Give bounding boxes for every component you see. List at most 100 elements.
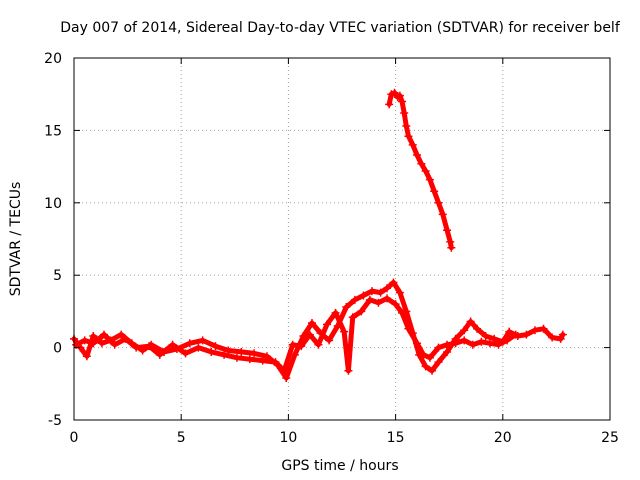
data-point <box>385 100 394 109</box>
y-tick-label: 10 <box>44 196 62 212</box>
data-point <box>417 159 426 168</box>
data-point <box>245 355 254 364</box>
data-point <box>530 326 539 335</box>
data-point <box>97 339 106 348</box>
data-point <box>494 340 503 349</box>
data-point <box>305 330 314 339</box>
data-point <box>344 366 353 375</box>
data-point <box>348 313 357 322</box>
data-series <box>70 88 567 383</box>
data-point <box>383 284 392 293</box>
data-point <box>258 356 267 365</box>
y-tick-label: -5 <box>48 413 62 429</box>
data-point <box>376 288 385 297</box>
y-tick-label: 0 <box>53 341 62 357</box>
data-point <box>419 350 428 359</box>
data-point <box>466 317 475 326</box>
data-point <box>446 237 455 246</box>
x-tick-label: 10 <box>279 430 297 446</box>
data-point <box>207 347 216 356</box>
data-point <box>82 352 91 361</box>
data-point <box>181 349 190 358</box>
data-point <box>322 320 331 329</box>
data-point <box>132 343 141 352</box>
data-point <box>460 336 469 345</box>
data-point <box>556 334 565 343</box>
data-point <box>297 342 306 351</box>
data-point <box>350 295 359 304</box>
data-point <box>421 166 430 175</box>
data-point <box>522 330 531 339</box>
data-point <box>145 342 154 351</box>
data-point <box>331 308 340 317</box>
data-point <box>389 278 398 287</box>
data-point <box>430 187 439 196</box>
data-point <box>434 358 443 367</box>
data-point <box>271 358 280 367</box>
data-point <box>211 342 220 351</box>
data-point <box>357 307 366 316</box>
data-point <box>232 353 241 362</box>
x-axis-label: GPS time / hours <box>281 458 398 474</box>
data-point <box>425 175 434 184</box>
data-point <box>89 339 98 348</box>
data-point <box>443 226 452 235</box>
data-point <box>402 122 411 131</box>
data-point <box>404 132 413 141</box>
data-point <box>288 340 297 349</box>
data-point <box>368 287 377 296</box>
data-point <box>390 88 399 97</box>
data-point <box>391 300 400 309</box>
data-point <box>100 330 109 339</box>
data-point <box>398 97 407 106</box>
data-point <box>155 350 164 359</box>
data-point <box>481 332 490 341</box>
data-point <box>250 349 259 358</box>
data-point <box>413 151 422 160</box>
data-point <box>383 294 392 303</box>
data-point <box>117 330 126 339</box>
data-point <box>447 243 456 252</box>
data-point <box>451 339 460 348</box>
plot-frame <box>73 57 611 421</box>
data-point <box>503 336 512 345</box>
data-point <box>434 198 443 207</box>
data-point <box>511 330 520 339</box>
data-point <box>395 288 404 297</box>
data-point <box>428 366 437 375</box>
data-point <box>307 318 316 327</box>
data-point <box>558 330 567 339</box>
data-point <box>425 353 434 362</box>
series-1 <box>70 278 567 383</box>
y-tick-labels: -5 0 5 10 15 20 <box>44 51 62 429</box>
data-point <box>485 339 494 348</box>
data-point <box>404 324 413 333</box>
x-tick-label: 15 <box>387 430 405 446</box>
data-point <box>342 303 351 312</box>
data-point <box>438 210 447 219</box>
data-point <box>505 327 514 336</box>
data-point <box>359 291 368 300</box>
data-point <box>374 298 383 307</box>
x-tick-label: 20 <box>494 430 512 446</box>
data-point <box>539 324 548 333</box>
data-point <box>443 340 452 349</box>
data-point <box>220 350 229 359</box>
data-point <box>398 308 407 317</box>
series-2 <box>72 294 520 375</box>
series-3 <box>385 88 456 252</box>
data-point <box>421 362 430 371</box>
grid-lines <box>74 58 610 420</box>
x-tick-label: 5 <box>177 430 186 446</box>
data-point <box>194 343 203 352</box>
data-point <box>224 346 233 355</box>
data-point <box>413 339 422 348</box>
data-point <box>468 340 477 349</box>
data-point <box>477 337 486 346</box>
x-tick-labels: 0 5 10 15 20 25 <box>70 430 619 446</box>
data-point <box>325 336 334 345</box>
chart-title: Day 007 of 2014, Sidereal Day-to-day VTE… <box>60 20 621 36</box>
x-tick-label: 25 <box>601 430 619 446</box>
data-point <box>400 109 409 118</box>
